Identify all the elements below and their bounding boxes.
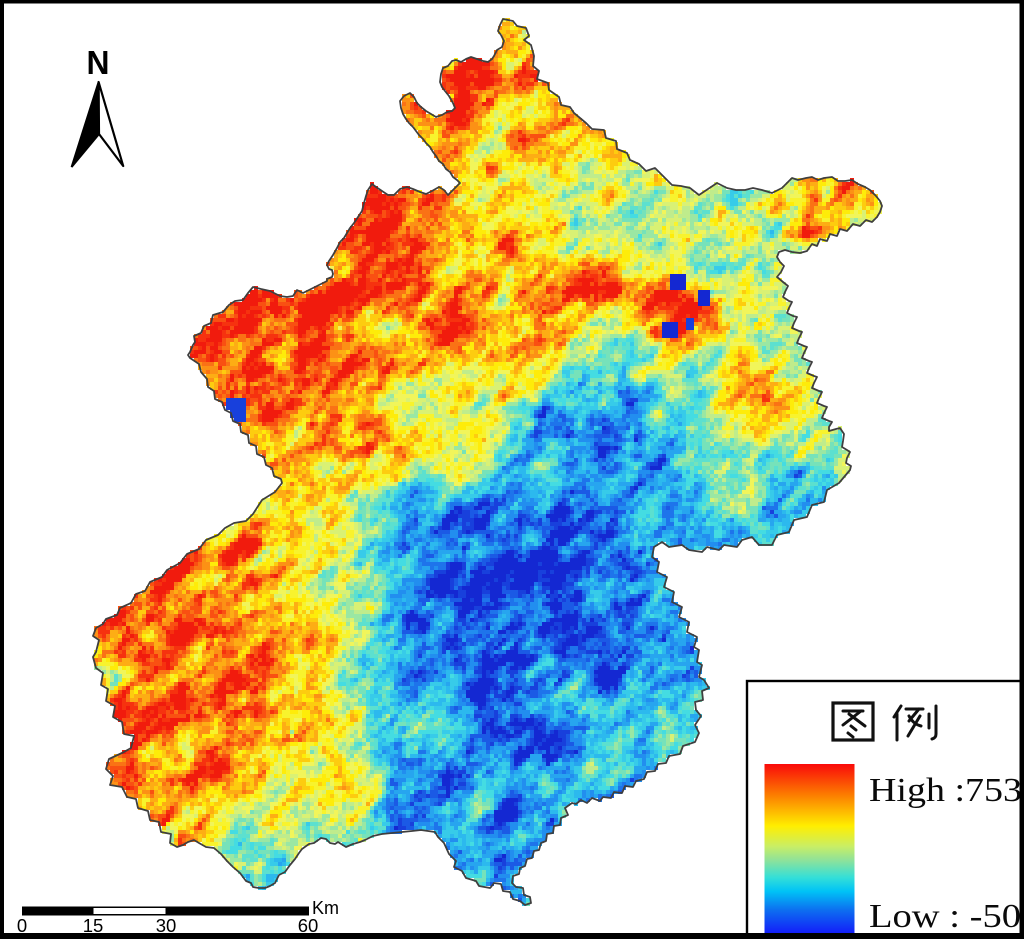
svg-text:Km: Km bbox=[312, 898, 339, 918]
svg-text:60: 60 bbox=[298, 915, 319, 936]
svg-text:0: 0 bbox=[17, 915, 27, 936]
svg-text:Low : -50: Low : -50 bbox=[869, 898, 1021, 935]
svg-text:High :753: High :753 bbox=[869, 772, 1022, 809]
svg-text:15: 15 bbox=[83, 915, 104, 936]
svg-text:30: 30 bbox=[156, 915, 177, 936]
svg-text:N: N bbox=[87, 44, 110, 81]
